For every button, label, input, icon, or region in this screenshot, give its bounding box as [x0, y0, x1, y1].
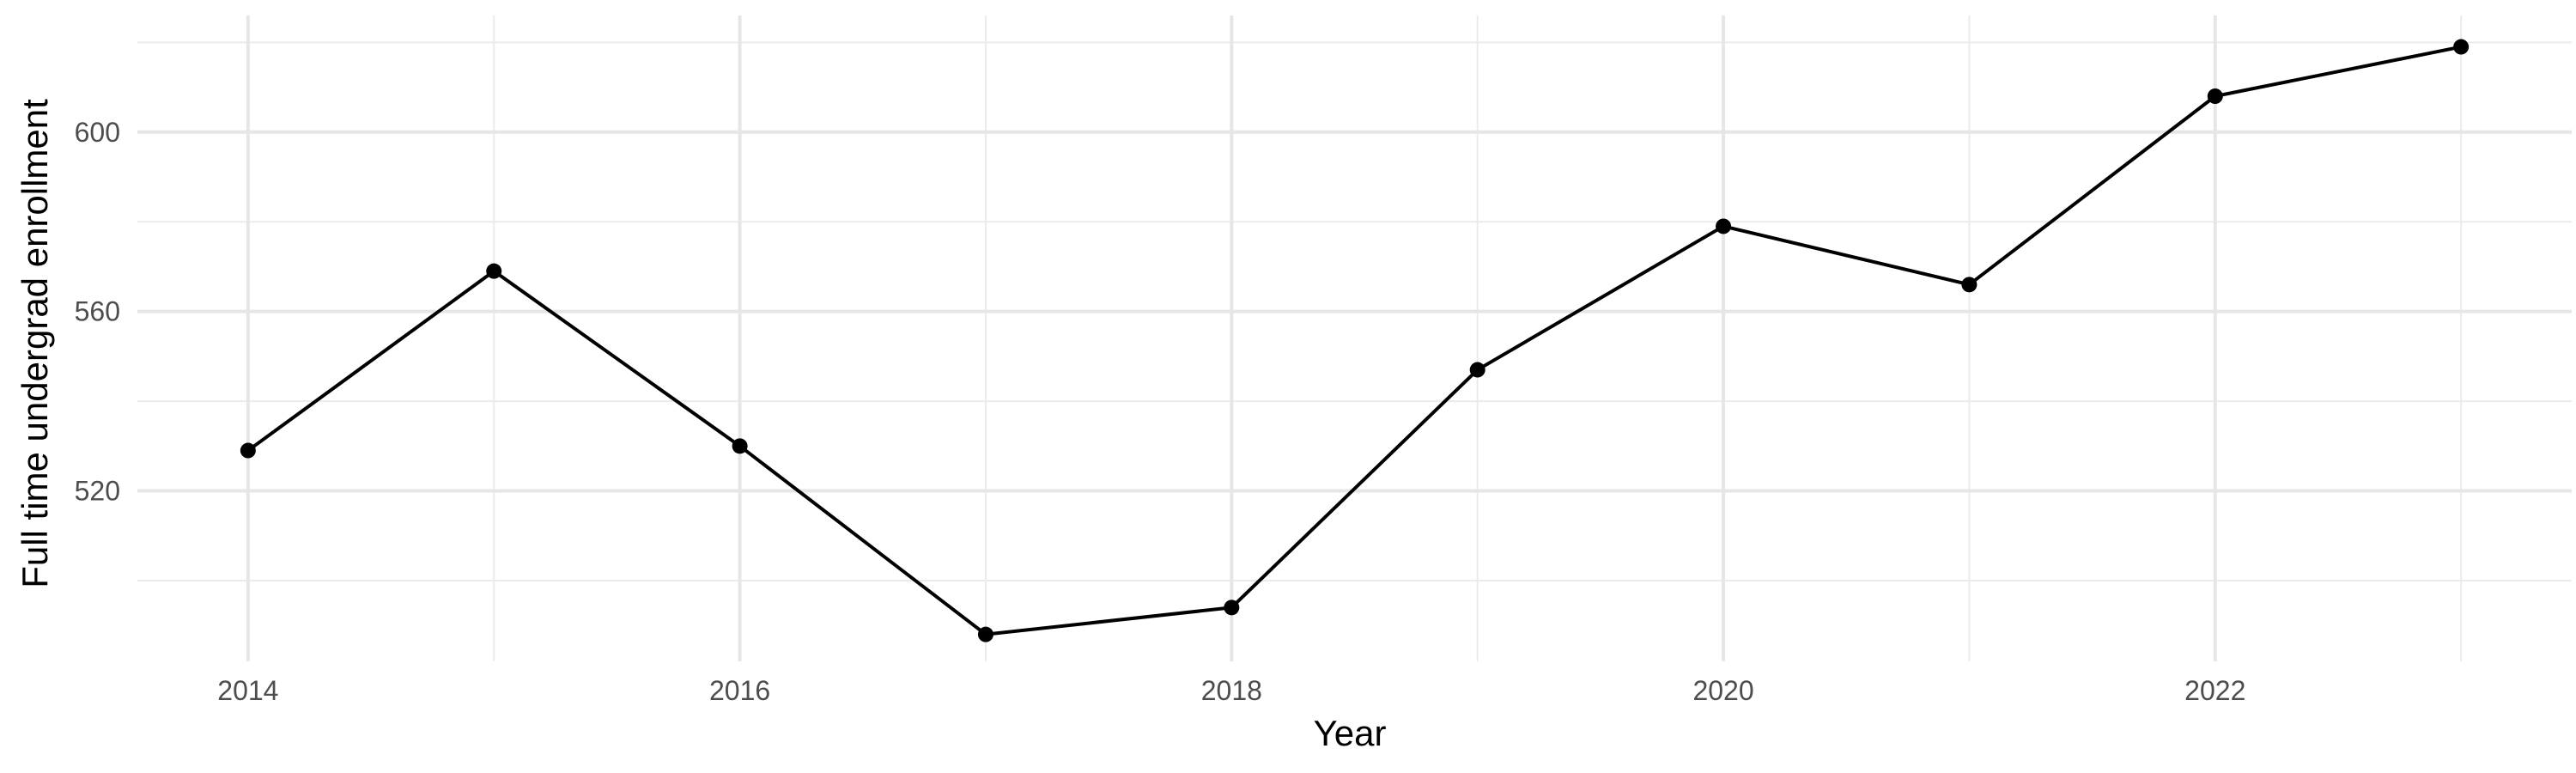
x-tick-label: 2016 [709, 675, 770, 706]
series-layer [240, 39, 2470, 642]
x-tick-label: 2022 [2184, 675, 2245, 706]
x-tick-labels: 2014 2016 2018 2020 2022 [217, 675, 2245, 706]
y-axis-title: Full time undergrad enrollment [15, 99, 55, 588]
x-axis-title: Year [1314, 713, 1387, 753]
series-line [246, 45, 2462, 636]
y-tick-labels: 520 560 600 [75, 117, 120, 507]
x-tick-label: 2020 [1692, 675, 1753, 706]
data-point [2453, 39, 2470, 55]
data-point [1961, 277, 1978, 293]
y-tick-label: 520 [75, 476, 120, 507]
data-point [1469, 362, 1485, 378]
y-tick-label: 560 [75, 296, 120, 327]
data-point [2207, 88, 2223, 104]
data-point [1224, 600, 1240, 616]
data-point [240, 442, 256, 459]
x-tick-label: 2014 [217, 675, 278, 706]
x-tick-label: 2018 [1201, 675, 1262, 706]
data-point [1716, 218, 1732, 234]
minor-gridlines [137, 15, 2572, 661]
data-point [977, 626, 993, 642]
major-gridlines [137, 15, 2572, 661]
data-point [486, 263, 502, 279]
y-tick-label: 600 [75, 117, 120, 148]
data-point [732, 438, 748, 454]
